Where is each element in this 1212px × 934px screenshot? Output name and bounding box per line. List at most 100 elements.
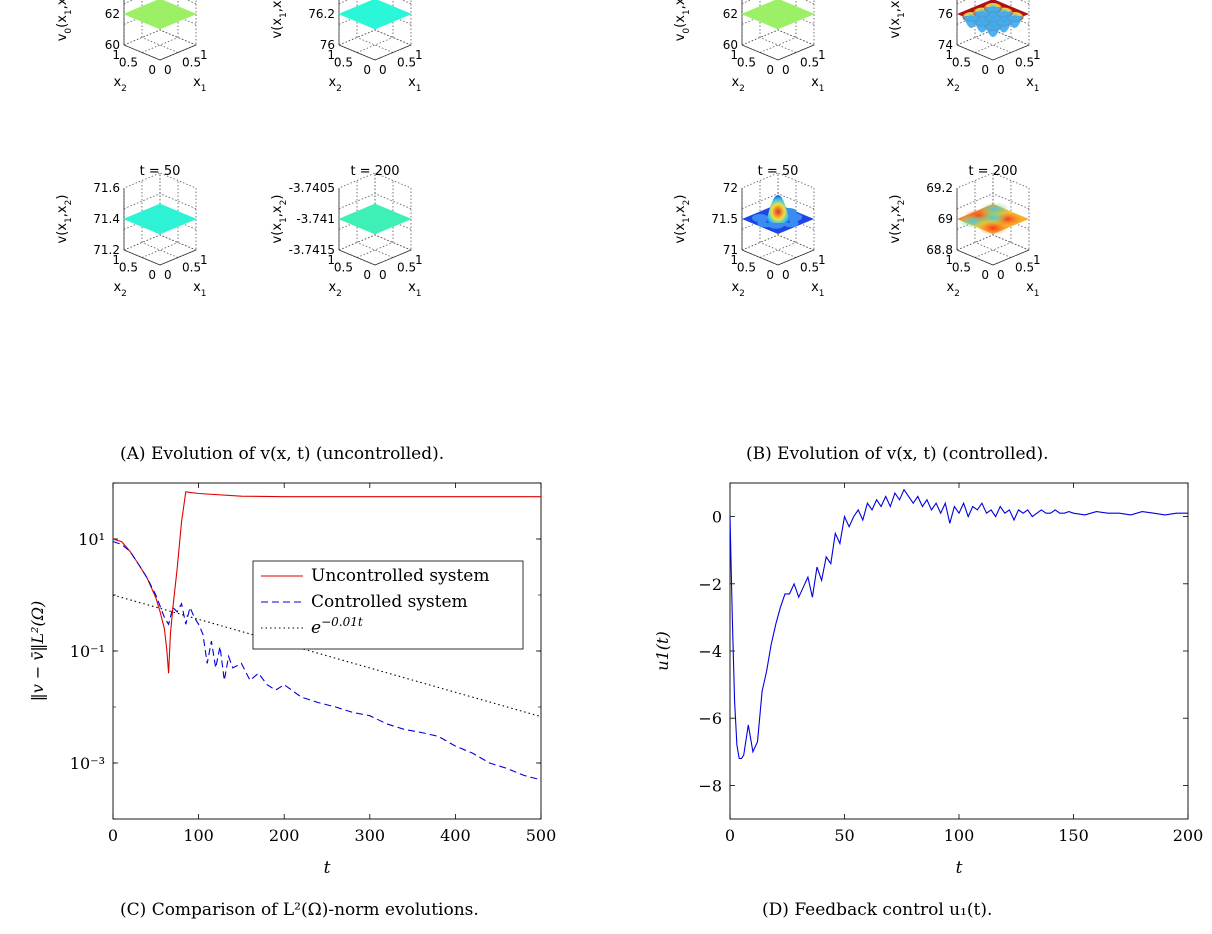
x2-tick-label: 0.5 <box>737 261 756 275</box>
x1-tick-label: 0.5 <box>182 56 201 70</box>
z-tick-label: 72 <box>723 181 738 195</box>
x1-axis <box>777 44 815 61</box>
floor-gridline <box>759 242 797 258</box>
y-tick-label: −4 <box>698 642 722 661</box>
x2-axis-label: x2 <box>946 75 959 94</box>
x2-tick-label: 1 <box>730 253 738 267</box>
y-tick-label: −2 <box>698 575 722 594</box>
x1-tick-label: 1 <box>200 48 208 62</box>
x2-tick-label: 0.5 <box>737 56 756 70</box>
surface-dimple-depth <box>963 16 980 28</box>
z-axis-label: v(x1,x2) <box>270 195 289 244</box>
x2-tick-label: 0 <box>981 63 989 77</box>
x1-tick-label: 0 <box>997 268 1005 282</box>
x2-tick-label: 0.5 <box>952 261 971 275</box>
back-wall-right <box>159 172 197 251</box>
x2-axis-label: x2 <box>946 280 959 299</box>
x1-axis-label: x1 <box>408 280 421 299</box>
x1-axis-label: x1 <box>193 75 206 94</box>
x2-tick-label: 0 <box>766 63 774 77</box>
feedback-control-chart: 0 50 100 150 200 0 −2 −4 −6 −8 t u1(t) <box>653 482 1204 878</box>
y-tick-label: −6 <box>698 709 722 728</box>
surface-panel-3: t = 200-3.7405-3.741-3.7415v(x1,x2)00.51… <box>270 164 423 299</box>
z-tick-label: 62 <box>723 7 738 21</box>
x2-tick-label: 0 <box>363 268 371 282</box>
wall-gridline <box>777 193 815 210</box>
x1-axis <box>374 249 412 266</box>
surface-dimple-depth <box>985 25 1001 37</box>
x1-tick-label: 1 <box>818 48 826 62</box>
x2-axis <box>956 249 994 266</box>
legend: Uncontrolled system Controlled system e−0.… <box>252 560 524 650</box>
x-tick-label: 200 <box>1173 826 1204 845</box>
x1-tick-label: 1 <box>1033 253 1041 267</box>
floor-gridline <box>141 37 179 53</box>
series-line-1 <box>113 541 541 781</box>
z-tick-label: 76 <box>320 38 335 52</box>
z-tick-label: -3.7405 <box>289 181 335 195</box>
surface-patch <box>958 214 989 229</box>
x1-tick-label: 0 <box>379 63 387 77</box>
x1-tick-label: 0.5 <box>397 261 416 275</box>
caption-b: (B) Evolution of v(x, t) (controlled). <box>746 444 1049 464</box>
wall-gridline <box>374 193 412 210</box>
surface-plane <box>123 203 197 235</box>
x1-axis <box>159 44 197 61</box>
floor-gridline <box>356 242 394 258</box>
surface-peak <box>766 195 790 223</box>
panel-title: t = 200 <box>350 164 399 179</box>
x1-tick-label: 0 <box>379 268 387 282</box>
x2-tick-label: 1 <box>112 48 120 62</box>
x1-tick-label: 0 <box>997 63 1005 77</box>
surface-plane <box>338 0 412 30</box>
plot-frame <box>112 482 542 820</box>
floor-gridline <box>356 37 394 53</box>
x2-axis <box>123 249 161 266</box>
surface-flat <box>123 203 197 235</box>
legend-label: e−0.01t <box>311 615 363 638</box>
x2-axis <box>741 249 779 266</box>
x2-tick-label: 0.5 <box>952 56 971 70</box>
x2-tick-label: 0.5 <box>334 261 353 275</box>
plot-frame <box>729 482 1189 820</box>
x2-axis-label: x2 <box>328 280 341 299</box>
back-wall-right <box>374 0 412 46</box>
z-tick-label: 76.2 <box>308 7 335 21</box>
z-tick-label: 76 <box>938 7 953 21</box>
caption-d: (D) Feedback control u₁(t). <box>762 900 993 920</box>
norm-comparison-chart: 0 100 200 300 400 500 10¹ 10⁻¹ 10⁻³ t ‖v − v̄‖L²(Ω… <box>28 482 556 878</box>
surface-dimple-depth <box>1006 16 1023 28</box>
x2-axis-label: x2 <box>328 75 341 94</box>
x1-tick-label: 0.5 <box>1015 56 1034 70</box>
x1-axis <box>777 249 815 266</box>
x-tick-label: 50 <box>834 826 854 845</box>
x2-axis <box>338 44 376 61</box>
z-axis-label: v(x1,x2) <box>888 0 907 38</box>
x2-axis <box>123 44 161 61</box>
x2-tick-label: 0.5 <box>119 261 138 275</box>
x-tick-label: 100 <box>944 826 975 845</box>
y-tick-label: −8 <box>698 776 722 795</box>
z-tick-label: 71.5 <box>711 212 738 226</box>
x1-tick-label: 1 <box>818 253 826 267</box>
x1-tick-label: 0.5 <box>182 261 201 275</box>
wall-gridline <box>741 193 779 210</box>
surface-dimples <box>957 0 1029 37</box>
surface-patch <box>979 202 1010 217</box>
wall-gridline <box>123 193 161 210</box>
x2-tick-label: 1 <box>730 48 738 62</box>
x2-tick-label: 0.5 <box>334 56 353 70</box>
z-tick-label: 69.2 <box>926 181 953 195</box>
floor-gridline <box>974 37 1012 53</box>
caption-c: (C) Comparison of L²(Ω)-norm evolutions. <box>120 900 479 920</box>
x1-axis-label: x1 <box>193 280 206 299</box>
x1-tick-label: 0.5 <box>800 56 819 70</box>
y-tick-label: 10⁻¹ <box>70 642 105 661</box>
back-wall-right <box>777 172 815 251</box>
x-tick-label: 300 <box>355 826 386 845</box>
z-axis-label: v0(x1,x2) <box>673 0 692 41</box>
